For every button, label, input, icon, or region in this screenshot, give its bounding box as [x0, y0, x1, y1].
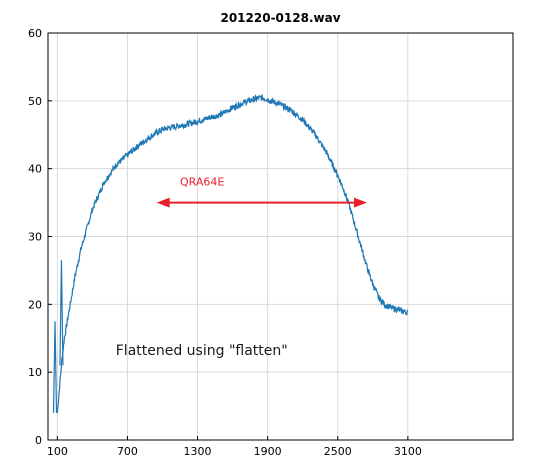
- x-tick-label: 1900: [254, 445, 282, 458]
- x-tick-label: 1300: [184, 445, 212, 458]
- series-spike: [52, 321, 58, 413]
- y-tick-label: 30: [28, 231, 42, 244]
- x-tick-label: 700: [117, 445, 138, 458]
- x-tick-label: 100: [47, 445, 68, 458]
- y-tick-label: 50: [28, 95, 42, 108]
- series-spike: [59, 260, 64, 366]
- x-tick-label: 3100: [394, 445, 422, 458]
- y-tick-label: 40: [28, 163, 42, 176]
- annotation-method-label: Flattened using "flatten": [116, 343, 288, 359]
- y-tick-label: 20: [28, 298, 42, 311]
- annotation-layer: QRA64E Flattened using "flatten": [116, 176, 367, 359]
- y-tick-label: 0: [35, 434, 42, 447]
- arrow-head-right: [353, 197, 367, 208]
- x-tick-label: 2500: [324, 445, 352, 458]
- tick-layer: 100 700 1300 1900 2500 3100 0 10 20 30 40 50 60: [28, 27, 422, 458]
- arrow-head-left: [156, 197, 170, 208]
- y-tick-label: 10: [28, 366, 42, 379]
- annotation-mode-label: QRA64E: [180, 176, 224, 189]
- y-tick-label: 60: [28, 27, 42, 40]
- chart-title: 201220-0128.wav: [220, 11, 340, 25]
